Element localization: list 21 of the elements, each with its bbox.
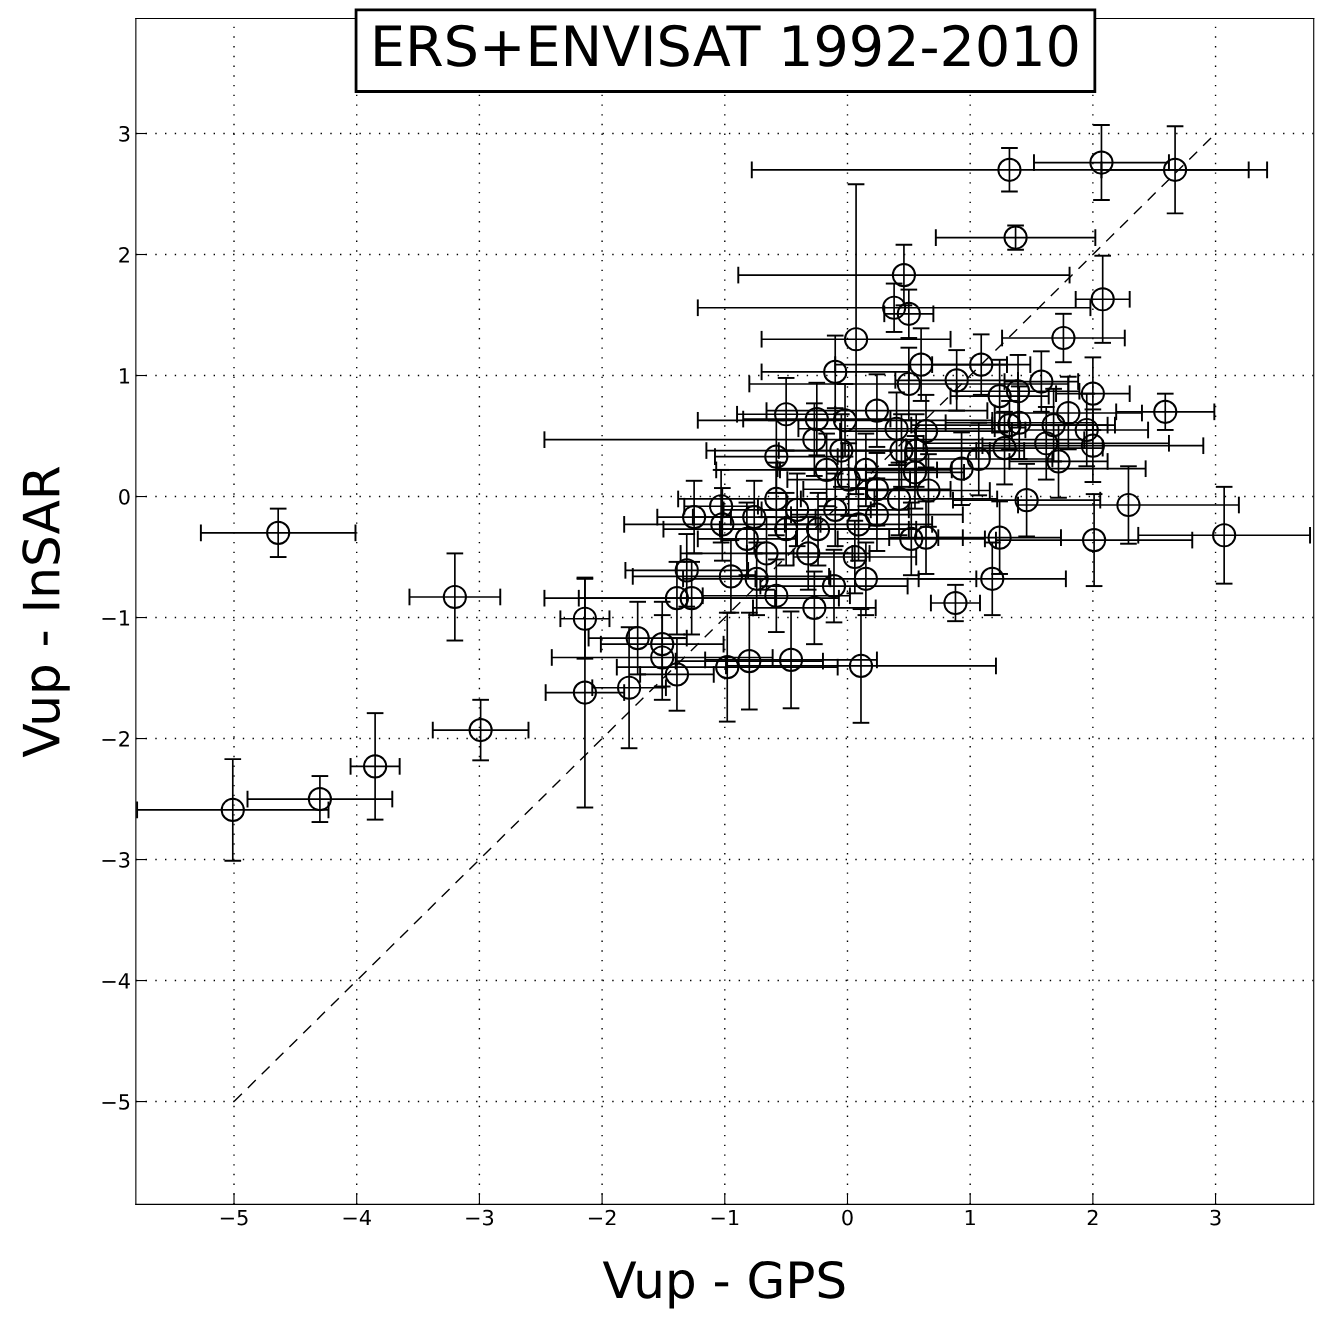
y-tick-label: −1: [102, 610, 130, 626]
x-tick-label: −4: [343, 1209, 371, 1226]
x-tick-label: −5: [220, 1209, 248, 1226]
x-tick-label: 2: [1087, 1209, 1098, 1226]
x-axis-title: Vup - GPS: [602, 1260, 845, 1309]
y-tick-label: 2: [119, 246, 129, 263]
x-tick-label: 1: [965, 1209, 975, 1226]
x-tick-label: 0: [842, 1209, 853, 1226]
x-tick-label: 3: [1210, 1209, 1221, 1226]
chart-title: ERS+ENVISAT 1992-2010: [375, 24, 1078, 67]
y-tick-label: 1: [120, 368, 130, 384]
y-tick-label: 0: [119, 488, 130, 505]
x-tick-label: −1: [711, 1209, 739, 1226]
y-tick-label: 3: [119, 125, 130, 142]
y-tick-label: −5: [102, 1094, 130, 1110]
y-tick-label: −4: [102, 973, 130, 989]
x-tick-label: −2: [588, 1209, 616, 1226]
y-tick-label: −2: [102, 731, 129, 747]
y-tick-label: −3: [102, 852, 130, 868]
x-tick-label: −3: [466, 1209, 494, 1226]
y-axis-title: Vup - InSAR: [22, 466, 70, 758]
